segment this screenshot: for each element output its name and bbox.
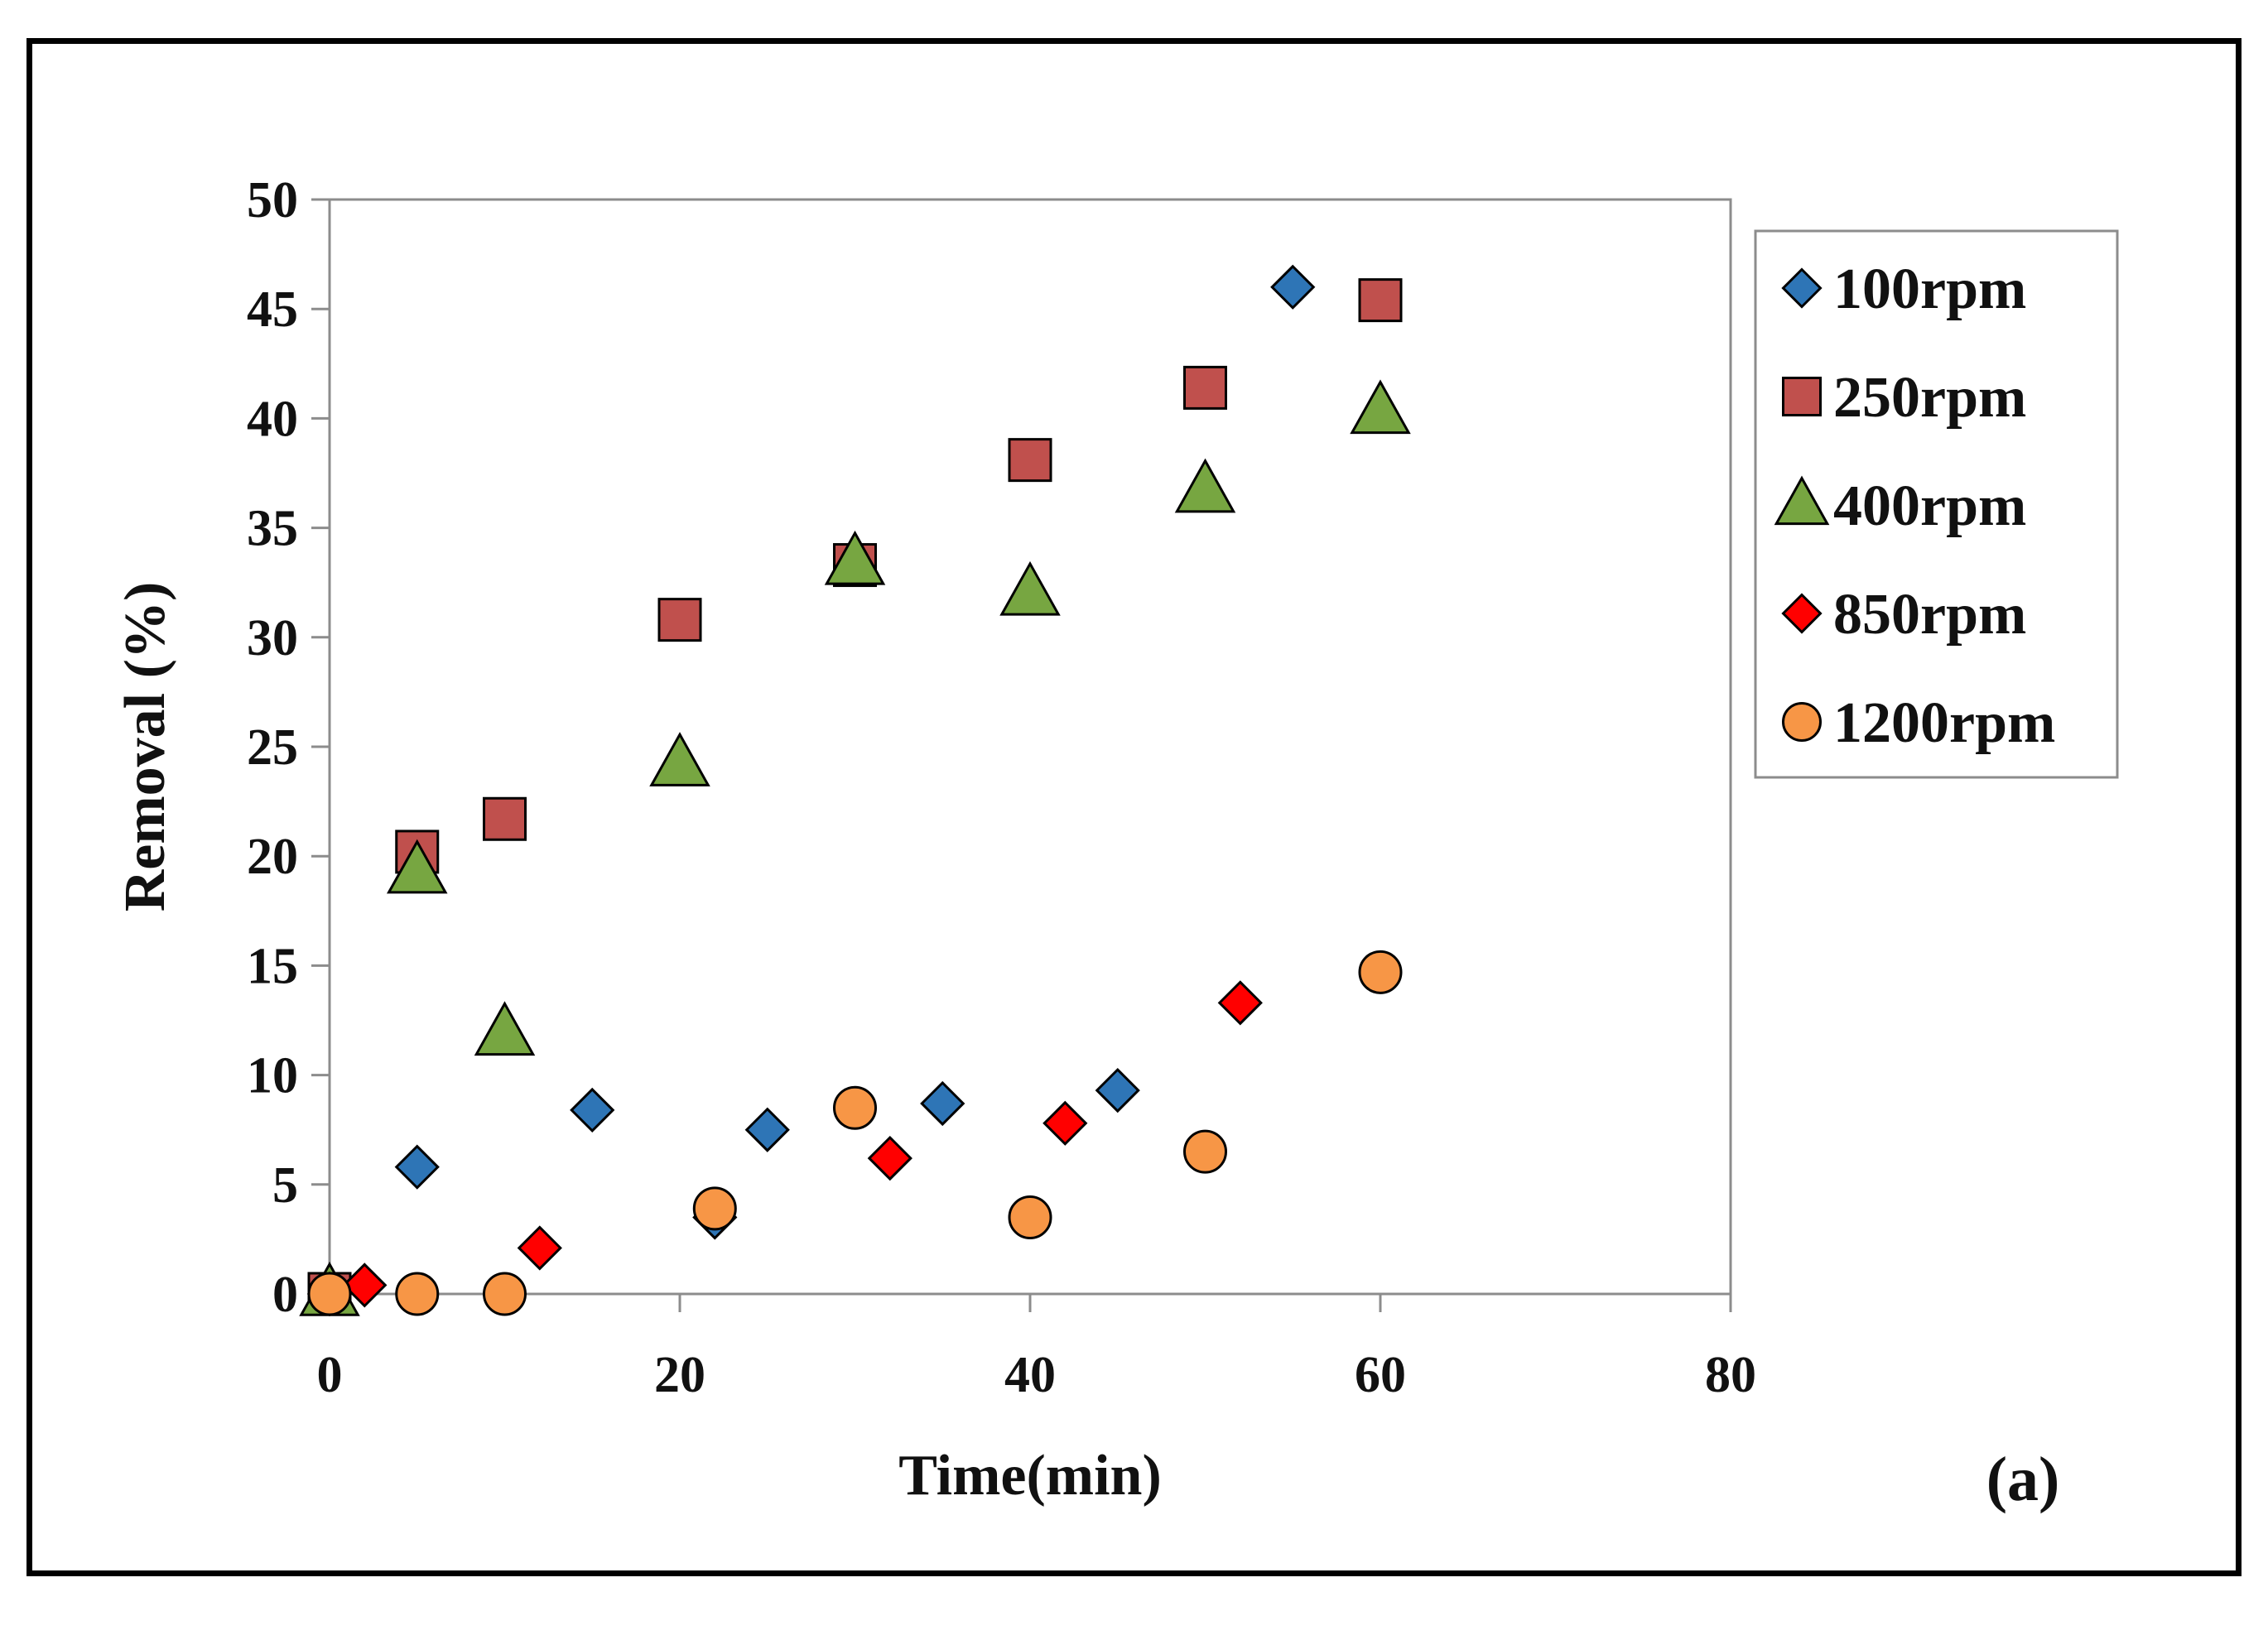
data-point-1200rpm [1358, 950, 1403, 994]
data-point-400rpm [1350, 379, 1411, 435]
data-point-400rpm [824, 530, 886, 585]
data-point-250rpm [1183, 365, 1227, 410]
y-tick-label: 5 [272, 1157, 298, 1214]
y-tick-label: 30 [247, 610, 298, 666]
data-point-850rpm [342, 1262, 388, 1308]
legend-marker-850rpm [1781, 593, 1823, 634]
x-tick-label: 0 [317, 1347, 343, 1403]
data-point-100rpm [570, 1087, 615, 1133]
legend-item-850rpm: 850rpm [1781, 583, 2026, 647]
data-point-100rpm [1270, 264, 1316, 310]
legend-marker-1200rpm [1782, 702, 1822, 742]
y-tick-label: 15 [247, 938, 298, 994]
data-point-850rpm [1217, 980, 1263, 1026]
series-1200rpm [307, 950, 1403, 1316]
data-point-1200rpm [833, 1085, 877, 1130]
plot-area [328, 198, 1732, 1296]
y-tick-label: 20 [247, 829, 298, 885]
data-point-250rpm [483, 796, 527, 841]
x-tick-label: 20 [654, 1347, 705, 1403]
y-axis-title: Removal (%) [113, 582, 177, 912]
data-point-400rpm [649, 732, 710, 786]
data-point-850rpm [1043, 1100, 1088, 1146]
x-tick-label: 80 [1705, 1347, 1756, 1403]
data-point-250rpm [1358, 278, 1403, 323]
y-tick-label: 10 [247, 1048, 298, 1104]
data-point-850rpm [517, 1225, 562, 1271]
legend-item-250rpm: 250rpm [1782, 366, 2026, 430]
data-markers [299, 264, 1411, 1317]
x-tick-label: 40 [1004, 1347, 1056, 1403]
legend-label-850rpm: 850rpm [1833, 583, 2026, 647]
data-point-250rpm [657, 598, 702, 642]
x-tick-label: 60 [1355, 1347, 1406, 1403]
data-point-100rpm [394, 1144, 440, 1190]
data-point-100rpm [744, 1107, 790, 1152]
data-point-100rpm [920, 1080, 965, 1127]
data-point-250rpm [1008, 438, 1052, 483]
y-tick-label: 25 [247, 719, 298, 776]
y-tick-label: 0 [272, 1267, 298, 1323]
data-point-400rpm [1174, 458, 1236, 513]
x-axis-title: Time(min) [898, 1444, 1162, 1508]
data-point-1200rpm [395, 1272, 440, 1316]
legend-item-100rpm: 100rpm [1781, 257, 2026, 321]
legend-label-1200rpm: 1200rpm [1833, 691, 2055, 755]
panel-label: (a) [1986, 1445, 2060, 1514]
data-point-1200rpm [1183, 1129, 1227, 1174]
x-axis-ticks: 0 20 40 60 80 [317, 1294, 1756, 1403]
legend-marker-400rpm [1774, 475, 1830, 526]
y-tick-label: 40 [247, 391, 298, 447]
data-point-1200rpm [483, 1272, 527, 1316]
data-point-1200rpm [307, 1272, 352, 1316]
data-point-400rpm [999, 560, 1061, 616]
y-axis-ticks: 0 5 10 15 20 25 30 35 40 45 50 [247, 172, 330, 1323]
data-point-1200rpm [1008, 1195, 1052, 1239]
legend-marker-250rpm [1782, 377, 1822, 416]
legend-marker-100rpm [1781, 267, 1823, 309]
legend-label-400rpm: 400rpm [1833, 474, 2026, 538]
legend-item-1200rpm: 1200rpm [1782, 691, 2055, 755]
y-tick-label: 50 [247, 172, 298, 228]
legend-label-100rpm: 100rpm [1833, 257, 2026, 321]
legend: 100rpm 250rpm 400rpm 850rpm 1200rpm [1754, 229, 2119, 779]
data-point-850rpm [867, 1135, 912, 1181]
y-tick-label: 45 [247, 281, 298, 338]
legend-item-400rpm: 400rpm [1774, 474, 2026, 538]
y-tick-label: 35 [247, 501, 298, 557]
data-point-1200rpm [692, 1186, 737, 1231]
data-point-400rpm [474, 1001, 536, 1056]
data-point-100rpm [1095, 1067, 1140, 1113]
legend-label-250rpm: 250rpm [1833, 366, 2026, 430]
data-point-400rpm [386, 839, 448, 894]
